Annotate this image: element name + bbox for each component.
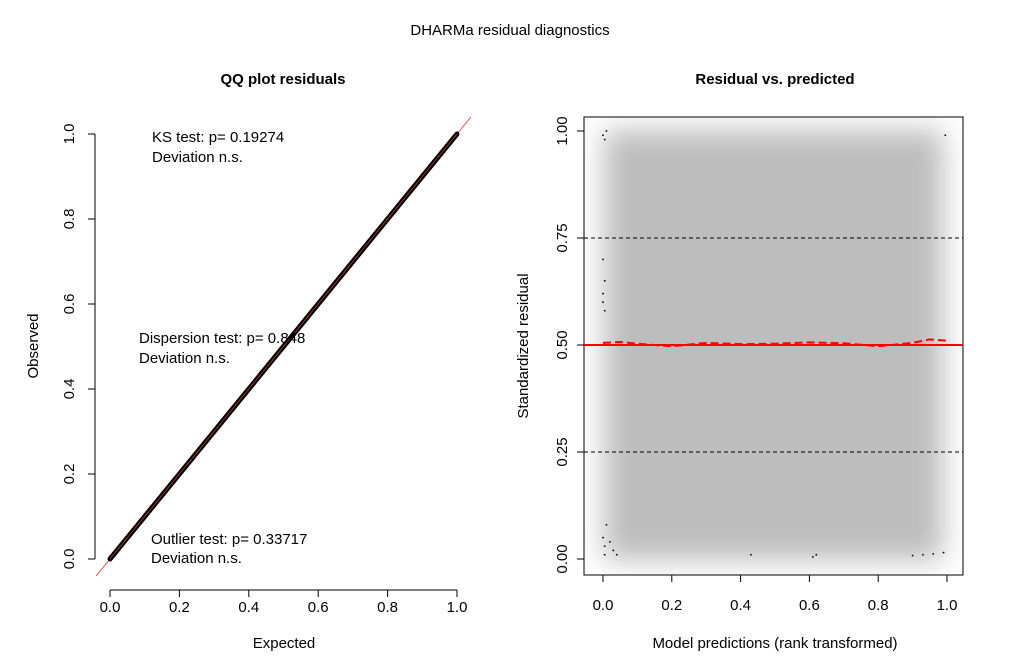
residual-point <box>932 552 935 555</box>
residual-x-tick-label: 1.0 <box>937 597 958 614</box>
residual-points <box>602 130 947 558</box>
residual-point <box>922 553 924 556</box>
qq-x-label: Expected <box>253 635 316 652</box>
residual-point <box>815 553 818 556</box>
residual-point <box>944 134 947 137</box>
figure-title: DHARMa residual diagnostics <box>410 22 609 39</box>
residual-point <box>603 553 606 556</box>
residual-x-tick-label: 0.6 <box>799 597 820 614</box>
dispersion-test-label: Dispersion test: p= 0.848 <box>139 330 305 347</box>
qq-y-tick-label: 0.2 <box>61 464 78 485</box>
qq-y-label: Observed <box>25 313 42 378</box>
qq-y-axis: 0.0 0.2 0.4 0.6 0.8 1.0 <box>61 124 96 570</box>
residual-point <box>603 279 606 282</box>
residual-y-tick-label: 0.25 <box>554 437 571 466</box>
residual-x-axis: 0.0 0.2 0.4 0.6 0.8 1.0 <box>593 575 958 614</box>
qq-x-tick-label: 0.4 <box>238 599 259 616</box>
residual-point <box>603 545 606 548</box>
residual-x-label: Model predictions (rank transformed) <box>652 635 897 652</box>
outlier-test-label: Outlier test: p= 0.33717 <box>151 531 307 548</box>
residual-point <box>605 130 608 132</box>
residual-y-tick-label: 1.00 <box>554 116 571 145</box>
residual-point <box>602 134 604 137</box>
residual-panel: Residual vs. predicted 0.0 0.2 0.4 0.6 0.8 1.… <box>515 71 964 652</box>
residual-y-tick-label: 0.75 <box>554 223 571 252</box>
residual-y-tick-label: 0.50 <box>554 330 571 359</box>
quantile-fit-line <box>602 338 948 348</box>
qq-x-tick-label: 0.6 <box>308 599 329 616</box>
quantile-reference-lines <box>584 237 963 453</box>
qq-y-tick-label: 0.0 <box>61 549 78 570</box>
residual-title: Residual vs. predicted <box>695 71 854 88</box>
dispersion-deviation-label: Deviation n.s. <box>139 350 230 367</box>
residual-point <box>811 555 814 558</box>
residual-y-tick-label: 0.00 <box>554 544 571 573</box>
ks-test-label: KS test: p= 0.19274 <box>152 129 284 146</box>
residual-point <box>608 540 611 543</box>
quantile-fit-curve <box>602 338 948 348</box>
residual-point <box>911 554 914 557</box>
qq-x-axis: 0.0 0.2 0.4 0.6 0.8 1.0 <box>100 589 468 616</box>
residual-point <box>602 258 604 261</box>
residual-y-axis: 0.00 0.25 0.50 0.75 1.00 <box>554 116 584 574</box>
qq-y-tick-label: 0.6 <box>61 294 78 315</box>
qq-observed-curve-center <box>109 133 458 560</box>
residual-y-label: Standardized residual <box>515 273 532 418</box>
residual-point <box>603 138 606 141</box>
residual-x-tick-label: 0.0 <box>593 597 614 614</box>
residual-x-tick-label: 0.2 <box>661 597 682 614</box>
residual-point <box>603 309 606 312</box>
qq-x-tick-label: 0.0 <box>100 599 121 616</box>
qq-y-tick-label: 0.4 <box>61 379 78 400</box>
residual-point <box>602 301 604 304</box>
residual-point <box>750 553 752 556</box>
residual-point <box>612 549 615 552</box>
ks-deviation-label: Deviation n.s. <box>152 149 243 166</box>
qq-points <box>107 131 460 562</box>
qq-y-tick-label: 0.8 <box>61 209 78 230</box>
qq-panel: QQ plot residuals 0.0 0.2 0.4 0.6 0.8 1.0 0.0… <box>25 71 472 652</box>
residual-point <box>942 551 945 554</box>
qq-x-tick-label: 0.2 <box>169 599 190 616</box>
qq-title: QQ plot residuals <box>220 71 345 88</box>
residual-point <box>615 553 618 556</box>
qq-x-tick-label: 1.0 <box>447 599 468 616</box>
residual-point <box>602 536 604 539</box>
residual-x-tick-label: 0.4 <box>730 597 751 614</box>
residual-x-tick-label: 0.8 <box>868 597 889 614</box>
outlier-deviation-label: Deviation n.s. <box>151 550 242 567</box>
residual-point <box>605 523 608 526</box>
qq-y-tick-label: 1.0 <box>61 124 78 145</box>
residual-point <box>602 292 604 295</box>
qq-x-tick-label: 0.8 <box>377 599 398 616</box>
